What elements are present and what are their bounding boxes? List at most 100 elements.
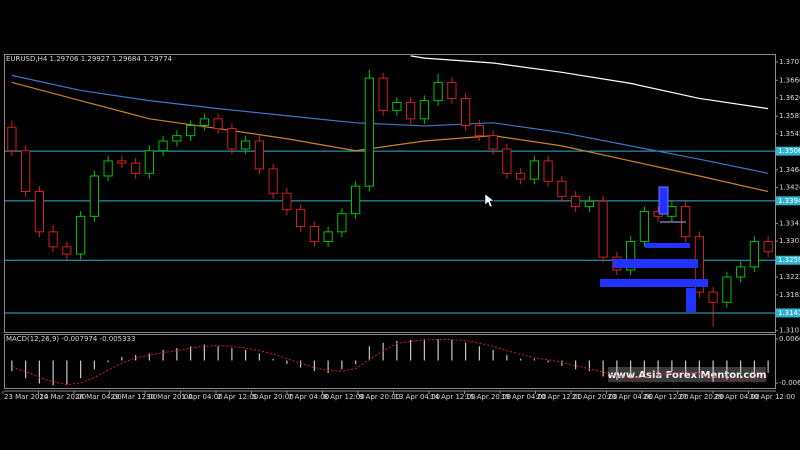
candle-body bbox=[241, 140, 251, 150]
moving-average bbox=[11, 81, 769, 193]
candle-body bbox=[131, 162, 141, 174]
level-label-box bbox=[776, 255, 800, 265]
candle-body bbox=[584, 200, 594, 208]
level-label-box bbox=[776, 146, 800, 156]
candle-body bbox=[62, 246, 72, 255]
candle-body bbox=[158, 140, 168, 152]
level-label: 1.33940 bbox=[778, 197, 800, 205]
macd-y-tick-label: -0.00637 bbox=[779, 379, 800, 387]
candle-body bbox=[502, 148, 512, 174]
x-tick-label: 20 Apr 12:00 bbox=[537, 393, 583, 401]
candle-body bbox=[309, 226, 319, 243]
candle-body bbox=[186, 124, 196, 137]
candle-body bbox=[474, 124, 484, 137]
candle-body bbox=[749, 241, 759, 268]
candle-body bbox=[364, 77, 374, 187]
candle-body bbox=[543, 160, 553, 182]
candle-body bbox=[117, 160, 127, 164]
x-tick-label: 5 Apr 20:00 bbox=[253, 393, 294, 401]
main-pane bbox=[4, 54, 776, 333]
y-tick-label: 1.34640 bbox=[779, 166, 800, 174]
watermark: www.Asia Forex Mentor.com bbox=[607, 370, 766, 381]
x-tick-label: 26 Apr 12:00 bbox=[643, 393, 689, 401]
x-tick-label: 8 Apr 12:00 bbox=[324, 393, 365, 401]
symbol-header: EURUSD,H4 1.29706 1.29927 1.29684 1.2977… bbox=[6, 55, 173, 63]
x-tick-label: 14 Apr 12:00 bbox=[430, 393, 476, 401]
candle-body bbox=[282, 192, 292, 211]
candle-body bbox=[763, 241, 773, 253]
drawn-box bbox=[613, 259, 698, 268]
x-tick-label: 7 Apr 04:00 bbox=[288, 393, 329, 401]
candle-body bbox=[34, 191, 44, 233]
level-label: 1.31410 bbox=[778, 309, 800, 317]
candle-body bbox=[199, 118, 209, 126]
x-tick-label: 23 Apr 04:00 bbox=[608, 393, 654, 401]
x-tick-label: 15 Apr 20:00 bbox=[466, 393, 512, 401]
drawn-box bbox=[686, 288, 696, 312]
candle-body bbox=[144, 150, 154, 174]
candle-body bbox=[667, 206, 677, 217]
x-tick-label: 2 Apr 12:00 bbox=[217, 393, 258, 401]
x-tick-label: 30 Apr 12:00 bbox=[750, 393, 796, 401]
x-tick-label: 29 Mar 12:00 bbox=[111, 393, 158, 401]
mouse-cursor bbox=[484, 193, 495, 208]
drawn-box bbox=[600, 279, 708, 287]
candle-body bbox=[598, 200, 608, 258]
y-tick-label: 1.36660 bbox=[779, 76, 800, 84]
candle-body bbox=[7, 126, 17, 152]
candle-body bbox=[21, 150, 31, 193]
candle-body bbox=[254, 140, 264, 170]
x-tick-label: 24 Mar 20:00 bbox=[40, 393, 87, 401]
candle-body bbox=[488, 135, 498, 150]
x-tick-label: 19 Apr 04:00 bbox=[501, 393, 547, 401]
macd-y-tick-label: 0.00607 bbox=[779, 335, 800, 343]
macd-pane bbox=[4, 334, 776, 389]
y-tick-label: 1.31820 bbox=[779, 291, 800, 299]
level-label: 1.32599 bbox=[778, 256, 800, 264]
candle-body bbox=[392, 101, 402, 111]
x-tick-label: 21 Apr 20:00 bbox=[572, 393, 618, 401]
candle-body bbox=[529, 160, 539, 180]
y-tick-label: 1.33430 bbox=[779, 219, 800, 227]
y-tick-label: 1.37070 bbox=[779, 58, 800, 66]
level-label-box bbox=[776, 196, 800, 206]
moving-average bbox=[410, 55, 769, 110]
candle-body bbox=[639, 210, 649, 243]
candle-body bbox=[268, 168, 278, 194]
candle-body bbox=[172, 135, 182, 142]
candle-body bbox=[708, 291, 718, 303]
candle-body bbox=[48, 231, 58, 248]
moving-average bbox=[11, 74, 769, 174]
candle-body bbox=[736, 266, 746, 278]
candle-body bbox=[571, 195, 581, 208]
y-tick-label: 1.34240 bbox=[779, 184, 800, 192]
drawn-box bbox=[645, 243, 690, 248]
y-tick-label: 1.35850 bbox=[779, 112, 800, 120]
x-tick-label: 9 Apr 20:00 bbox=[359, 393, 400, 401]
x-tick-label: 1 Apr 04:00 bbox=[182, 393, 223, 401]
macd-label: MACD(12,26,9) -0.007974 -0.005333 bbox=[6, 335, 135, 343]
x-tick-label: 23 Mar 2010 bbox=[4, 393, 48, 401]
drawn-objects bbox=[600, 186, 708, 312]
candle-body bbox=[433, 81, 443, 102]
candle-body bbox=[227, 128, 237, 150]
candle-body bbox=[626, 241, 636, 271]
candle-body bbox=[516, 172, 526, 180]
candle-body bbox=[461, 97, 471, 126]
level-label: 1.35060 bbox=[778, 147, 800, 155]
candle-body bbox=[351, 185, 361, 215]
drawn-box bbox=[658, 186, 669, 215]
x-tick-label: 27 Apr 20:00 bbox=[679, 393, 725, 401]
x-tick-label: 13 Apr 04:00 bbox=[395, 393, 441, 401]
candle-body bbox=[447, 81, 457, 99]
candle-body bbox=[378, 77, 388, 111]
x-tick-label: 29 Apr 04:00 bbox=[714, 393, 760, 401]
candle-body bbox=[89, 175, 99, 217]
y-tick-label: 1.35450 bbox=[779, 130, 800, 138]
y-tick-label: 1.32220 bbox=[779, 273, 800, 281]
candle-body bbox=[323, 231, 333, 243]
level-label-box bbox=[776, 308, 800, 318]
x-tick-label: 30 Mar 20:00 bbox=[146, 393, 193, 401]
